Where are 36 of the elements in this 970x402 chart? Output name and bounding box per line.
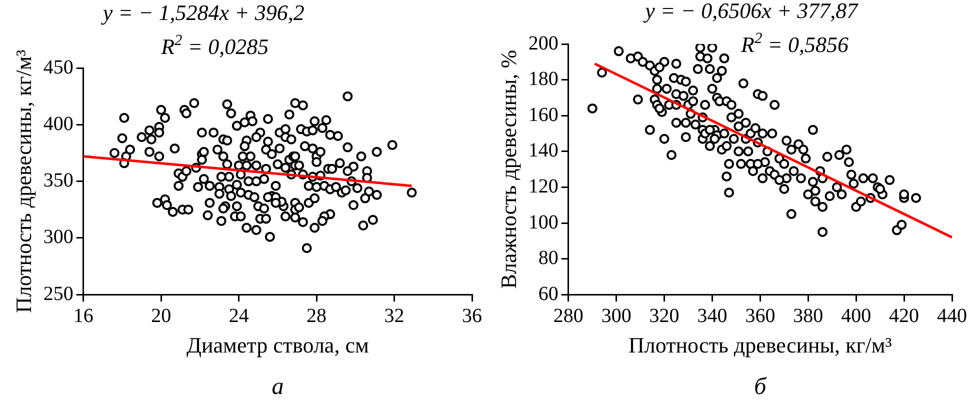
y-tick-label: 80: [538, 247, 558, 270]
text: а: [272, 374, 284, 400]
x-tick-label: 320: [649, 304, 680, 327]
y-tick-label: 140: [528, 140, 558, 162]
y-tick-label: 200: [528, 32, 558, 54]
x-tick-label: 20: [151, 304, 172, 327]
x-tick-label: 440: [937, 304, 967, 327]
y-tick-label: 450: [43, 56, 74, 78]
y-tick-label: 100: [528, 211, 558, 234]
x-tick-label: 280: [553, 304, 584, 327]
y-tick-label: 400: [43, 112, 74, 135]
x-tick-label: 400: [841, 304, 872, 327]
x-axis-title: Диаметр ствола, см: [186, 332, 369, 358]
x-tick-label: 32: [384, 304, 404, 327]
x-tick-label: 36: [462, 304, 482, 327]
y-tick-label: 160: [528, 104, 558, 126]
x-tick-label: 340: [697, 304, 728, 327]
x-tick-label: 300: [601, 304, 632, 327]
y-tick-label: 180: [528, 68, 558, 90]
x-axis-title: Плотность древесины, кг/м³: [628, 332, 892, 358]
x-tick-label: 28: [306, 304, 327, 327]
y-tick-label: 300: [43, 226, 74, 248]
y-axis-title: Влажность древесины, %: [496, 50, 521, 289]
y-tick-label: 350: [43, 170, 74, 192]
x-tick-label: 380: [793, 304, 824, 327]
text: y = − 0,6506x + 377,87: [643, 0, 859, 23]
y-axis-title: Плотность древесины, кг/м³: [10, 49, 36, 313]
x-tick-label: 24: [228, 304, 249, 327]
x-tick-label: 16: [73, 304, 94, 327]
y-tick-label: 250: [43, 282, 74, 305]
text: б: [754, 374, 768, 400]
x-tick-label: 420: [889, 304, 920, 327]
x-tick-label: 360: [745, 304, 776, 327]
y-tick-label: 120: [528, 175, 558, 198]
y-tick-label: 60: [538, 282, 558, 305]
text: y = − 1,5284x + 396,2: [100, 0, 304, 25]
